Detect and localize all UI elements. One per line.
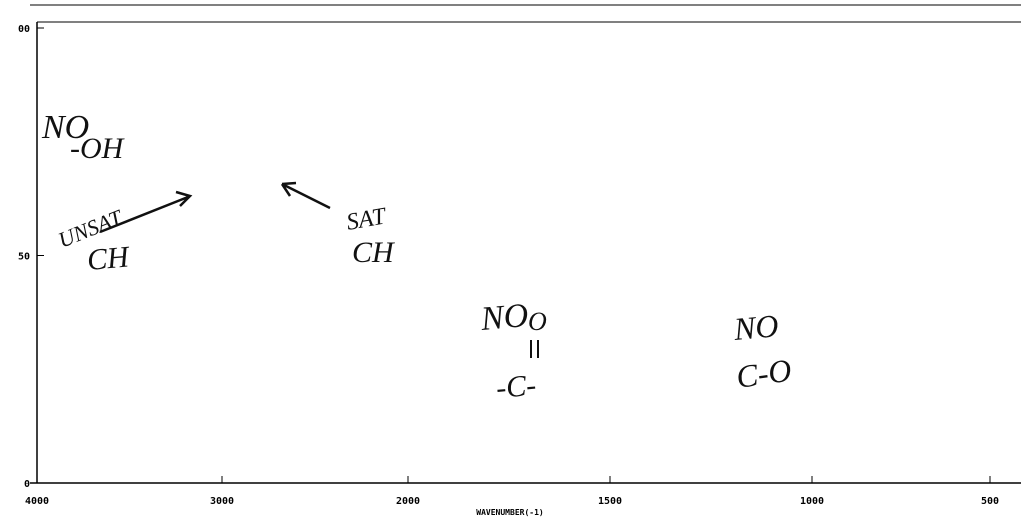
x-tick-label: 500 (981, 496, 999, 507)
annotation: CH (352, 236, 396, 269)
annotation: NO (478, 297, 529, 338)
x-tick-label: 1000 (800, 496, 824, 507)
double-bond (530, 340, 539, 358)
annotation: CH (86, 240, 133, 277)
x-tick-label: 2000 (396, 496, 420, 507)
arrow (280, 181, 331, 210)
arrow (99, 190, 193, 234)
y-tick-label: 00 (18, 24, 30, 35)
x-axis-label: WAVENUMBER(-1) (476, 508, 543, 517)
annotation: C-O (734, 352, 794, 395)
y-tick-label: 0 (24, 479, 30, 490)
x-tick-label: 3000 (210, 496, 234, 507)
annotation: SAT (345, 203, 390, 236)
y-tick-label: 50 (18, 252, 30, 263)
x-tick-label: 1500 (598, 496, 622, 507)
annotation: O (528, 307, 547, 336)
x-tick-label: 4000 (25, 496, 49, 507)
annotation: NO (731, 307, 779, 347)
annotation: -OH (70, 132, 126, 165)
annotation: NO (41, 109, 89, 146)
annotation: -C- (495, 369, 538, 405)
